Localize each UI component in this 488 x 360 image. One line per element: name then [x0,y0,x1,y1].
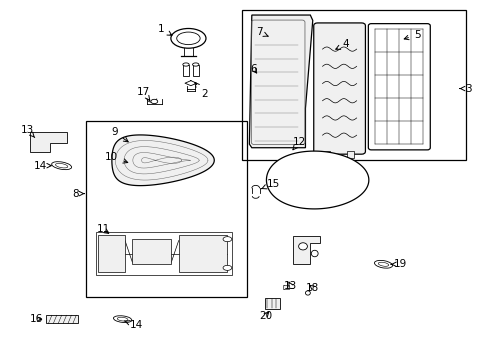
Text: 16: 16 [30,314,43,324]
Bar [96,232,232,275]
Bar [242,10,466,160]
Text: 14: 14 [124,320,142,330]
Bar [178,235,227,272]
Bar [132,239,171,264]
Ellipse shape [52,162,71,170]
Text: 4: 4 [335,40,348,49]
Text: 11: 11 [96,225,109,234]
Text: 13: 13 [21,125,35,138]
Ellipse shape [170,28,205,48]
Ellipse shape [183,63,189,66]
Polygon shape [266,151,368,209]
Ellipse shape [55,163,68,168]
Text: 5: 5 [404,30,420,40]
Text: 19: 19 [390,259,407,269]
FancyBboxPatch shape [367,24,429,150]
FancyBboxPatch shape [313,23,365,154]
Text: 9: 9 [111,127,128,142]
Text: 6: 6 [249,64,256,74]
Polygon shape [30,132,66,152]
Text: 2: 2 [194,82,207,99]
Text: 3: 3 [459,84,471,94]
Ellipse shape [311,250,318,257]
Bar [322,150,329,158]
Polygon shape [293,235,320,264]
Ellipse shape [378,262,388,266]
Text: 15: 15 [261,179,280,189]
Ellipse shape [192,63,199,66]
Bar [86,121,246,297]
Ellipse shape [298,243,307,250]
Ellipse shape [117,317,128,321]
Text: 18: 18 [305,283,319,293]
Bar [98,235,125,272]
Bar [46,315,78,323]
Ellipse shape [223,265,231,270]
Text: 13: 13 [284,281,297,291]
Polygon shape [112,135,214,186]
Ellipse shape [305,291,310,295]
Bar [346,150,353,158]
Text: 7: 7 [255,27,267,37]
Text: 14: 14 [34,161,51,171]
Bar [283,285,288,289]
Bar [183,65,188,76]
Ellipse shape [113,316,131,323]
Text: 17: 17 [137,87,150,100]
Text: 20: 20 [258,311,271,320]
Ellipse shape [151,99,158,104]
Ellipse shape [223,237,231,242]
Text: 1: 1 [158,24,172,35]
Text: 12: 12 [292,137,305,150]
Ellipse shape [176,32,200,45]
Ellipse shape [374,260,392,268]
Polygon shape [249,15,312,148]
Text: 8: 8 [72,189,84,199]
Bar [265,298,280,309]
Text: 10: 10 [105,152,127,163]
Bar [192,65,198,76]
